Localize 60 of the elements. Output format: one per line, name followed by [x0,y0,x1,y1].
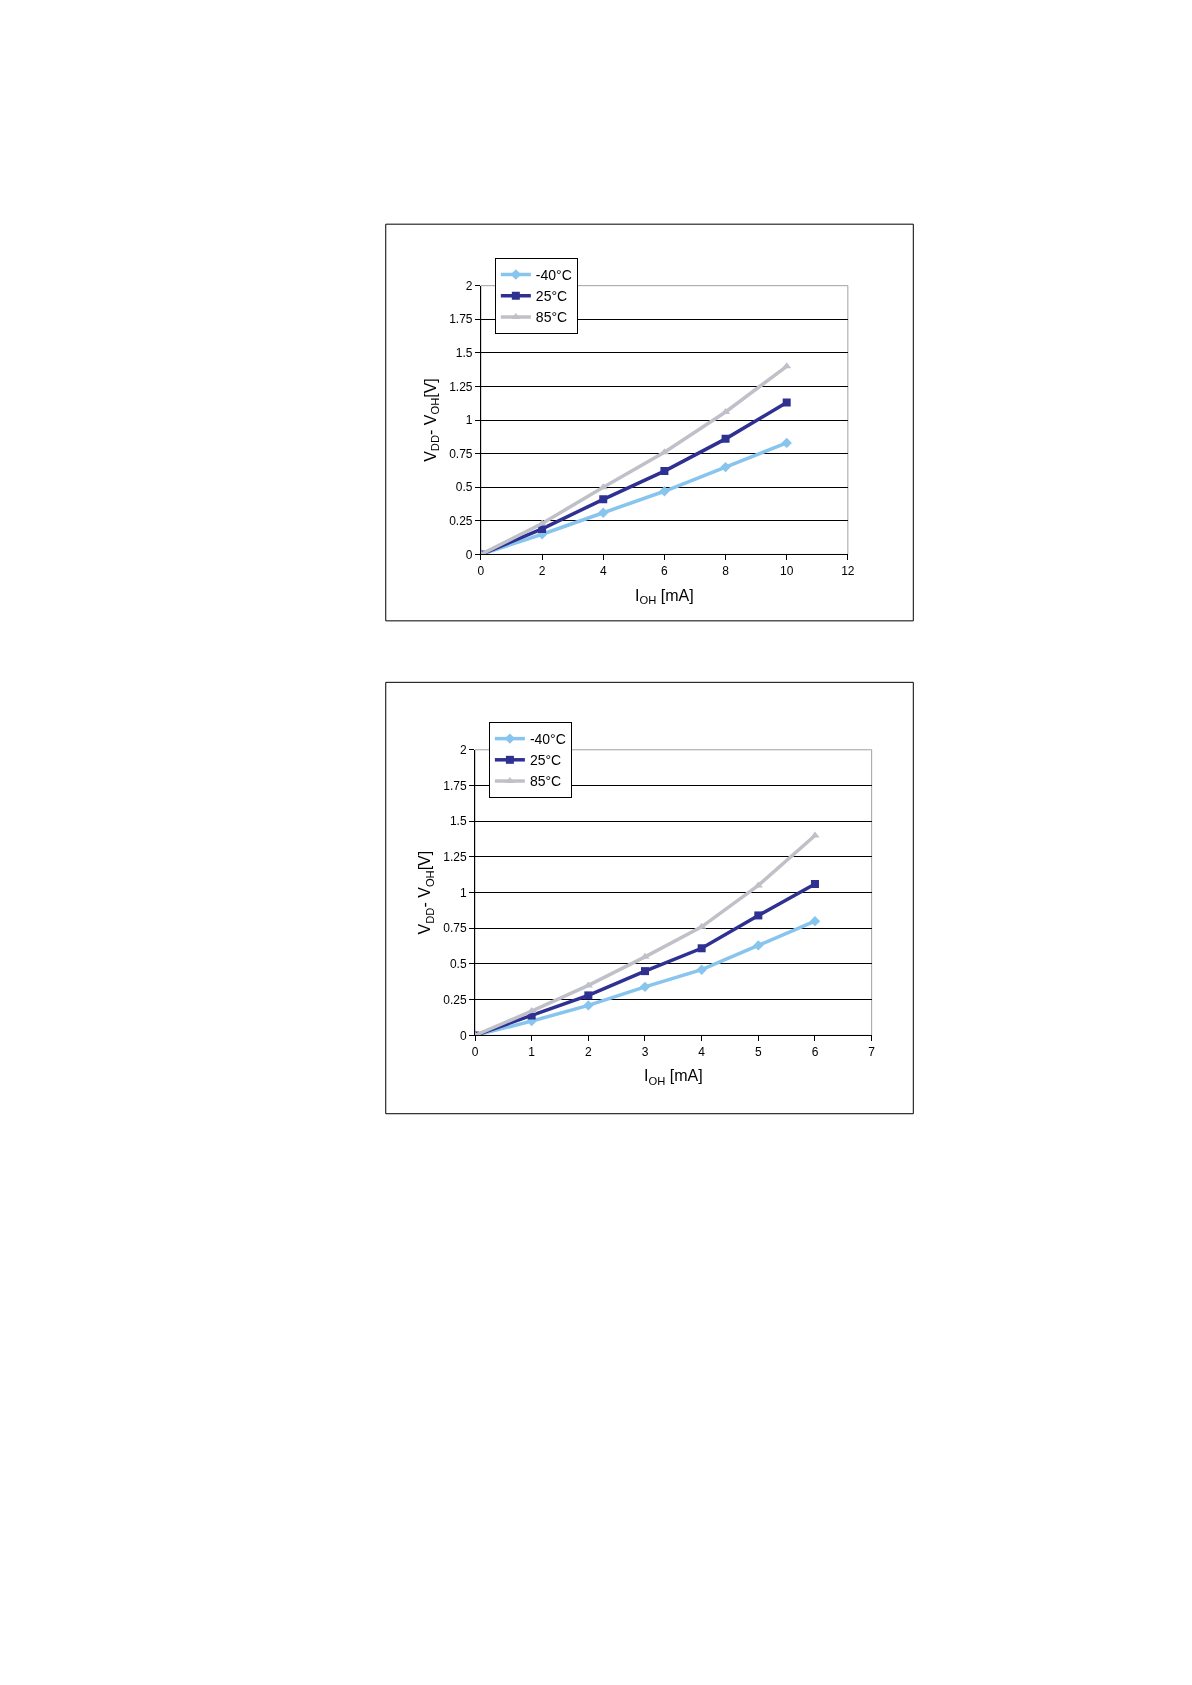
y-tick-label: 0.25 [443,992,467,1007]
y-tick-label: 1.25 [443,850,467,865]
x-tick-label: 1 [528,1044,536,1059]
x-tick-label: 7 [868,1044,876,1059]
point [598,483,608,490]
legend-label: 25°C [535,288,568,305]
y-tick-label: 0.5 [449,957,467,972]
y-tick-label: 1 [465,413,473,428]
point [696,964,707,975]
x-tick-label: 2 [538,563,546,578]
y-tick-label: 0 [459,1028,467,1043]
y-tick-label: 0 [465,547,473,562]
point [781,437,792,449]
y-tick-label: 0.75 [449,446,473,461]
y-tick-label: 1.25 [449,379,473,394]
point [659,486,670,497]
point [809,915,821,927]
point [753,940,764,951]
point [660,467,669,476]
point [598,507,609,518]
legend-label: -40°C [535,266,572,283]
y-tick-label: 1.5 [455,346,473,361]
point [641,967,649,976]
x-tick-label: 8 [722,563,730,578]
y-tick-label: 0.25 [449,514,473,529]
x-tick-label: 6 [661,563,669,578]
x-tick-label: 12 [841,563,855,578]
x-tick-label: 10 [780,563,794,578]
y-tick-label: 1.75 [443,778,467,793]
y-tick-label: 2 [459,742,467,757]
point [782,398,791,407]
x-tick-label: 6 [811,1044,819,1059]
y-tick-label: 1.5 [449,814,467,829]
x-axis-title: I$_{OH}$ [mA] [635,586,694,606]
x-tick-label: 4 [698,1044,706,1059]
legend-label: 85°C [535,309,568,326]
point [720,461,731,473]
y-tick-label: 1.75 [449,312,473,327]
point [697,944,706,953]
point [754,911,763,920]
x-tick-label: 3 [641,1044,649,1059]
x-axis-title: I$_{OH}$ [mA] [644,1067,703,1087]
point [599,495,608,504]
point [721,434,730,443]
y-tick-label: 2 [465,278,473,293]
x-tick-label: 0 [477,563,485,578]
y-tick-label: 1 [459,885,467,900]
point [697,922,707,929]
point [810,880,819,889]
legend-label: 25°C [529,752,562,769]
legend-label: 85°C [529,773,562,790]
y-tick-label: 0.75 [443,921,467,936]
y-tick-label: 0.5 [455,480,473,495]
legend-label: -40°C [529,731,566,748]
point [584,991,593,1000]
x-tick-label: 4 [599,563,607,578]
x-tick-label: 5 [754,1044,762,1059]
point [583,1000,594,1011]
x-tick-label: 2 [584,1044,592,1059]
point [639,981,651,993]
